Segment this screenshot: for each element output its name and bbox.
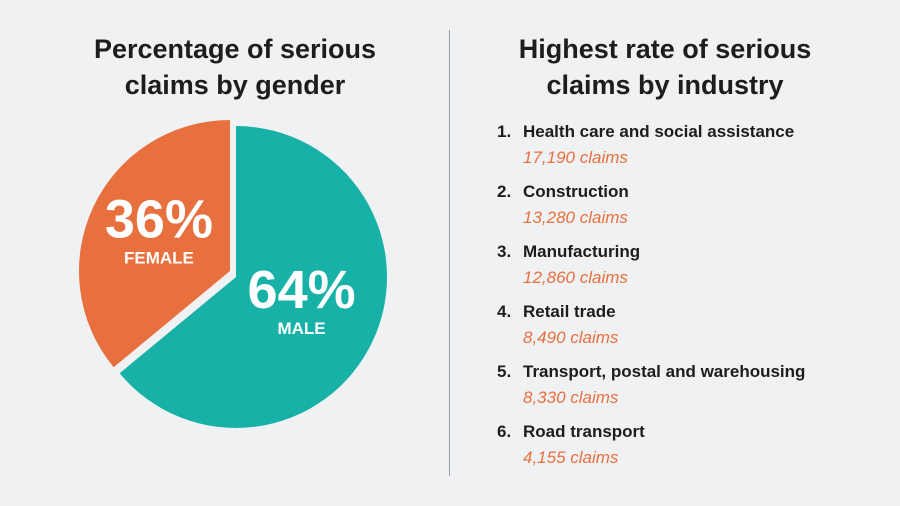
item-claims: 13,280 claims xyxy=(523,208,628,227)
pie-slice-male xyxy=(119,126,388,429)
pie-label-male: MALE xyxy=(277,319,325,338)
industry-list-title: Highest rate of serious claims by indust… xyxy=(490,31,840,103)
item-industry: Manufacturing xyxy=(523,242,641,261)
pie-label-female: FEMALE xyxy=(124,249,194,268)
pie-value-female: 36% xyxy=(105,190,213,250)
gender-pie-chart: 36% FEMALE 64% MALE xyxy=(78,120,388,429)
item-industry: Road transport xyxy=(523,422,645,441)
item-rank: 3. xyxy=(497,242,512,261)
item-rank: 2. xyxy=(497,182,512,201)
pie-value-male: 64% xyxy=(248,260,356,320)
pie-title-line-2: claims by gender xyxy=(124,70,346,100)
panel-divider xyxy=(449,30,450,476)
industry-title-line-1: Highest rate of serious xyxy=(518,34,812,64)
item-industry: Transport, postal and warehousing xyxy=(523,362,806,381)
item-claims: 8,330 claims xyxy=(523,388,619,407)
pie-slice-female xyxy=(78,120,230,368)
item-rank: 1. xyxy=(497,122,512,141)
item-rank: 6. xyxy=(497,422,512,441)
item-rank: 4. xyxy=(497,302,512,321)
item-industry: Retail trade xyxy=(523,302,616,321)
item-claims: 4,155 claims xyxy=(523,448,619,467)
item-industry: Health care and social assistance xyxy=(523,122,795,141)
industry-title-line-2: claims by industry xyxy=(546,70,784,100)
item-claims: 8,490 claims xyxy=(523,328,619,347)
item-claims: 12,860 claims xyxy=(523,268,628,287)
item-rank: 5. xyxy=(497,362,512,381)
pie-title-line-1: Percentage of serious xyxy=(93,34,377,64)
pie-chart-title: Percentage of serious claims by gender xyxy=(60,31,410,103)
item-industry: Construction xyxy=(523,182,629,201)
item-claims: 17,190 claims xyxy=(523,148,628,167)
